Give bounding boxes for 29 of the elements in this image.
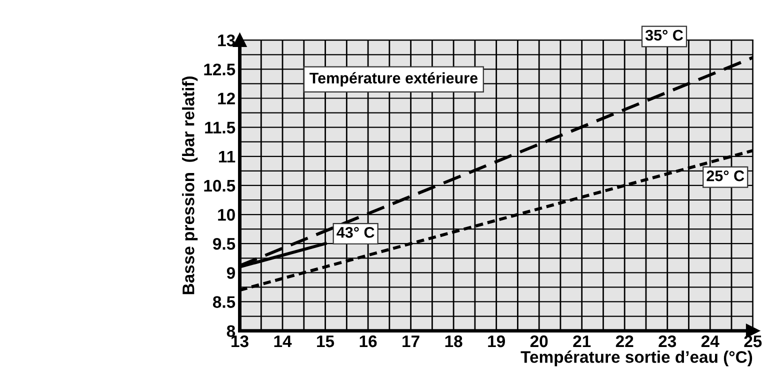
y-tick-label: 12.5: [204, 64, 236, 76]
series-label: 25° C: [706, 170, 744, 182]
x-tick-label: 25: [744, 335, 762, 348]
x-tick-label: 15: [317, 336, 334, 348]
x-tick-label: 14: [274, 336, 292, 348]
x-tick-label: 22: [616, 335, 634, 348]
y-tick-label: 9.5: [213, 238, 236, 250]
x-tick-label: 19: [488, 335, 505, 348]
y-tick-label: 10.5: [204, 180, 236, 192]
text: 35° C: [645, 30, 684, 41]
x-tick-label: 21: [573, 335, 591, 348]
legend-title: Température extérieure: [310, 72, 478, 87]
y-tick-label: 11.5: [205, 122, 236, 134]
y-tick-label: 8.5: [212, 296, 236, 308]
y-tick-label: 8: [226, 325, 236, 338]
x-axis-title: Température sortie d’eau (°C): [520, 350, 752, 366]
x-tick-label: 18: [445, 335, 462, 348]
x-tick-label: 16: [360, 335, 377, 348]
x-tick-label: 17: [402, 336, 420, 348]
y-tick-label: 13: [218, 34, 235, 46]
y-tick-label: 11: [219, 150, 236, 162]
y-tick-label: 9: [226, 267, 235, 279]
x-tick-label: 24: [701, 335, 720, 348]
y-axis-title: Basse pression (bar relatif): [182, 76, 198, 294]
series-label: 43° C: [336, 226, 374, 238]
x-tick-label: 23: [658, 335, 676, 348]
y-tick-label: 10: [218, 208, 235, 221]
y-tick-label: 12: [218, 92, 235, 104]
x-tick-label: 20: [530, 335, 548, 348]
